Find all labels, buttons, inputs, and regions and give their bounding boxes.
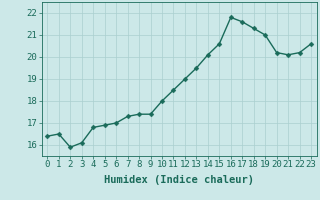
- X-axis label: Humidex (Indice chaleur): Humidex (Indice chaleur): [104, 175, 254, 185]
